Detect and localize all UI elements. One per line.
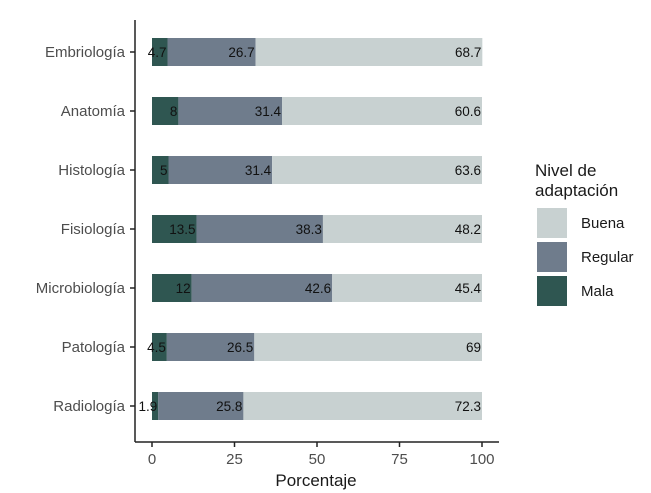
x-tick-label: 100	[469, 451, 494, 468]
legend-swatch-regular	[537, 242, 567, 272]
bars-group: 4.7 26.7 68.7 8 31.4 60.6 5 31.4 63.6 13.5 38.3 48.…	[138, 38, 483, 420]
bar-mala	[152, 333, 167, 361]
bar-buena	[322, 215, 482, 243]
legend-label-buena: Buena	[581, 215, 625, 232]
data-label-regular: 38.3	[296, 222, 322, 237]
bar-buena	[254, 333, 482, 361]
data-label-regular: 26.7	[228, 45, 254, 60]
bar-mala	[152, 215, 197, 243]
bar-buena	[332, 274, 482, 302]
data-label-buena: 68.7	[455, 45, 481, 60]
bar-regular	[166, 333, 255, 361]
bar-mala	[152, 156, 169, 184]
legend-label-regular: Regular	[581, 249, 634, 266]
bar-buena	[255, 38, 483, 66]
bar-regular	[196, 215, 323, 243]
data-label-buena: 72.3	[455, 399, 481, 414]
y-tick-label: Radiología	[53, 398, 125, 415]
y-tick-label: Histología	[58, 162, 125, 179]
legend-swatch-buena	[537, 208, 567, 238]
data-label-buena: 45.4	[455, 281, 482, 296]
bar-mala	[152, 38, 168, 66]
bar-buena	[282, 97, 482, 125]
y-axis-labels: Embriología Anatomía Histología Fisiología M…	[36, 44, 135, 415]
bar-mala	[152, 97, 179, 125]
data-label-regular: 31.4	[255, 104, 282, 119]
x-tick-label: 0	[148, 451, 156, 468]
bar-regular	[158, 392, 244, 420]
bar-regular	[191, 274, 333, 302]
legend: Nivel de adaptación Buena Regular Mala	[535, 161, 634, 306]
data-label-buena: 48.2	[455, 222, 481, 237]
y-tick-label: Fisiología	[61, 221, 126, 238]
bar-buena	[243, 392, 482, 420]
data-label-mala: 4.5	[147, 340, 166, 355]
data-label-mala: 12	[176, 281, 191, 296]
bar-regular	[178, 97, 283, 125]
y-tick-label: Embriología	[45, 44, 126, 61]
data-label-regular: 26.5	[227, 340, 253, 355]
legend-label-mala: Mala	[581, 283, 614, 300]
legend-title-line-1: Nivel de	[535, 161, 596, 180]
data-label-mala: 13.5	[169, 222, 195, 237]
bar-mala	[152, 274, 192, 302]
data-label-mala: 5	[160, 163, 168, 178]
y-tick-label: Anatomía	[61, 103, 126, 120]
bar-regular	[168, 156, 273, 184]
data-label-buena: 69	[466, 340, 481, 355]
y-tick-label: Microbiología	[36, 280, 126, 297]
y-tick-label: Patología	[62, 339, 126, 356]
bar-buena	[272, 156, 482, 184]
bar-regular	[167, 38, 256, 66]
bar-mala	[152, 392, 159, 420]
x-tick-label: 50	[309, 451, 326, 468]
x-tick-label: 25	[226, 451, 243, 468]
data-label-buena: 60.6	[455, 104, 481, 119]
x-axis-title: Porcentaje	[275, 471, 356, 490]
legend-title-line-2: adaptación	[535, 181, 618, 200]
data-label-regular: 31.4	[245, 163, 272, 178]
data-label-mala: 4.7	[148, 45, 167, 60]
data-label-mala: 1.9	[138, 399, 157, 414]
x-axis: 0 25 50 75 100	[148, 442, 495, 468]
legend-swatch-mala	[537, 276, 567, 306]
x-tick-label: 75	[391, 451, 408, 468]
data-label-regular: 25.8	[216, 399, 242, 414]
data-label-regular: 42.6	[305, 281, 331, 296]
data-label-buena: 63.6	[455, 163, 481, 178]
data-label-mala: 8	[170, 104, 178, 119]
